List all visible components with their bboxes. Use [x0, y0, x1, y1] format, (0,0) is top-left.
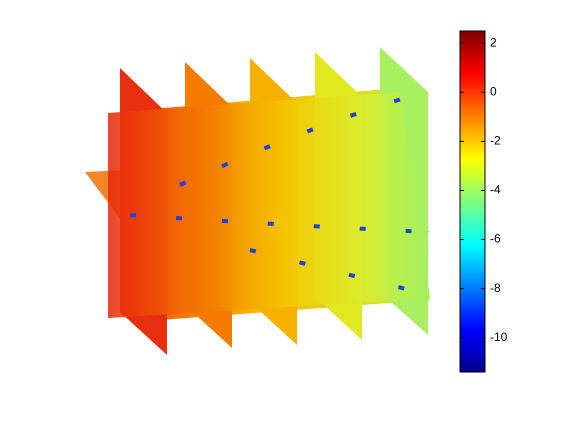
front-slice: [108, 92, 430, 318]
tick-label: -10: [490, 330, 508, 344]
tick-label: -2: [490, 134, 501, 148]
tick-label: -4: [490, 183, 501, 197]
tick-label: 2: [490, 35, 497, 49]
tick-label: 0: [490, 85, 497, 99]
colorbar-ticks: 2 0 -2 -4 -6 -8 -10: [460, 35, 508, 344]
colorbar: [459, 30, 486, 373]
slices: [85, 47, 430, 355]
tick-label: -8: [490, 281, 501, 295]
tick-label: -6: [490, 232, 501, 246]
